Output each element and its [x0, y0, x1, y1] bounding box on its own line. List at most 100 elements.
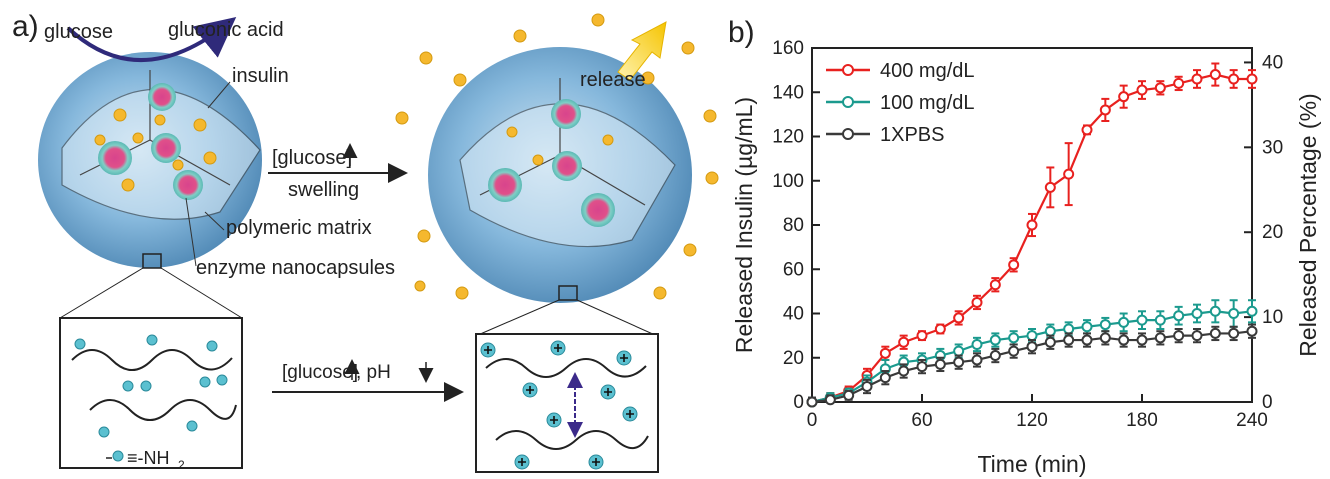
- series-1: [806, 62, 1258, 408]
- y-tick-label: 60: [783, 259, 804, 280]
- zoom-box-right: [558, 285, 578, 301]
- data-point: [1008, 259, 1020, 271]
- data-point: [1191, 308, 1203, 319]
- polymer-chains-neutral: ≡-NH 2: [59, 317, 243, 472]
- legend: 400 mg/dL 100 mg/dL 1XPBS: [826, 60, 975, 146]
- y-tick-label: 20: [783, 348, 804, 369]
- data-point: [1228, 308, 1240, 319]
- release-arrow: [617, 21, 667, 81]
- data-point: [1081, 334, 1093, 346]
- data-point: [1118, 91, 1130, 103]
- data-point: [1099, 319, 1111, 331]
- data-point: [861, 381, 873, 393]
- amine-legend-subscript: 2: [178, 458, 185, 472]
- glucose-conversion-arrow: [66, 16, 237, 63]
- data-point: [1246, 305, 1258, 317]
- data-point: [1044, 325, 1056, 337]
- data-point: [1154, 314, 1166, 326]
- y-tick-label: 80: [783, 215, 804, 236]
- nanocapsule: [148, 83, 176, 111]
- amine-legend: ≡-NH: [127, 448, 170, 468]
- data-point: [898, 365, 910, 377]
- y-right-tick-label: 40: [1262, 52, 1283, 73]
- legend-entry: 400 mg/dL: [880, 60, 975, 82]
- legend-entry: 100 mg/dL: [880, 92, 975, 114]
- data-point: [934, 323, 946, 335]
- data-point: [989, 334, 1001, 346]
- nanocapsule: [488, 168, 522, 202]
- enzyme-nanocapsules-label: enzyme nanocapsules: [196, 257, 395, 279]
- series-layer: [806, 62, 1258, 408]
- data-point: [1008, 332, 1020, 344]
- data-point: [989, 350, 1001, 362]
- polymeric-matrix-label: polymeric matrix: [226, 217, 372, 239]
- data-point: [879, 372, 891, 384]
- schematic-panel: a) glucose gluconic acid insulin: [12, 10, 719, 473]
- nanocapsule: [551, 99, 581, 129]
- data-point: [953, 356, 965, 368]
- x-tick-label: 240: [1236, 410, 1268, 431]
- glucose-label: glucose: [44, 21, 113, 43]
- y-tick-label: 140: [772, 82, 804, 103]
- data-point: [1191, 330, 1203, 342]
- data-point: [934, 358, 946, 370]
- data-point: [824, 394, 836, 406]
- x-axis-label: Time (min): [977, 451, 1086, 477]
- y-tick-label: 40: [783, 304, 804, 325]
- data-point: [1173, 330, 1185, 342]
- data-point: [1118, 316, 1130, 328]
- data-point: [1191, 73, 1203, 85]
- data-point: [898, 336, 910, 348]
- data-point: [916, 361, 928, 373]
- release-chart: b) 0 20 40 60 80 100 120 140 160 0 10 20 30 40 0 60 12…: [728, 16, 1321, 477]
- data-point: [1081, 124, 1093, 136]
- data-point: [1026, 341, 1038, 353]
- data-point: [971, 338, 983, 350]
- y-tick-label: 120: [772, 127, 804, 148]
- data-point: [1246, 325, 1258, 337]
- data-point: [1026, 219, 1038, 231]
- data-point: [843, 389, 855, 401]
- polymer-chains-protonated: [475, 333, 659, 473]
- data-point: [1209, 305, 1221, 317]
- panel-b-label: b): [728, 16, 755, 49]
- y-tick-label: 0: [793, 392, 804, 413]
- y-right-tick-label: 10: [1262, 307, 1283, 328]
- nanocapsule: [151, 133, 181, 163]
- data-point: [1099, 332, 1111, 344]
- insulin-label: insulin: [232, 65, 289, 87]
- arrow-bottom-label-ph: , pH: [356, 362, 391, 383]
- series-3: [806, 323, 1258, 408]
- data-point: [1173, 77, 1185, 89]
- y-axis-right: 0 10 20 30 40: [1244, 52, 1283, 413]
- data-point: [1246, 73, 1258, 85]
- legend-swatch-marker: [842, 128, 854, 140]
- data-point: [1136, 314, 1148, 326]
- series-line: [811, 310, 1253, 404]
- data-point: [1209, 69, 1221, 81]
- data-point: [1228, 327, 1240, 339]
- data-point: [1154, 332, 1166, 344]
- data-point: [989, 279, 1001, 291]
- data-point: [1173, 310, 1185, 322]
- y-tick-label: 100: [772, 171, 804, 192]
- nanocapsule: [173, 170, 203, 200]
- data-point: [1228, 73, 1240, 85]
- data-point: [1154, 82, 1166, 94]
- data-point: [1063, 323, 1075, 335]
- data-point: [1081, 321, 1093, 333]
- nanocapsule: [98, 141, 132, 175]
- data-point: [1063, 334, 1075, 346]
- data-point: [953, 345, 965, 357]
- left-microgel: [38, 52, 262, 319]
- data-point: [1136, 84, 1148, 96]
- data-point: [1026, 330, 1038, 342]
- data-point: [916, 330, 928, 342]
- y-axis-right-label: Released Percentage (%): [1295, 93, 1321, 356]
- data-point: [1063, 168, 1075, 180]
- x-tick-label: 60: [911, 410, 932, 431]
- y-axis-left: 0 20 40 60 80 100 120 140 160: [772, 38, 820, 413]
- data-point: [1008, 345, 1020, 357]
- x-tick-label: 120: [1016, 410, 1048, 431]
